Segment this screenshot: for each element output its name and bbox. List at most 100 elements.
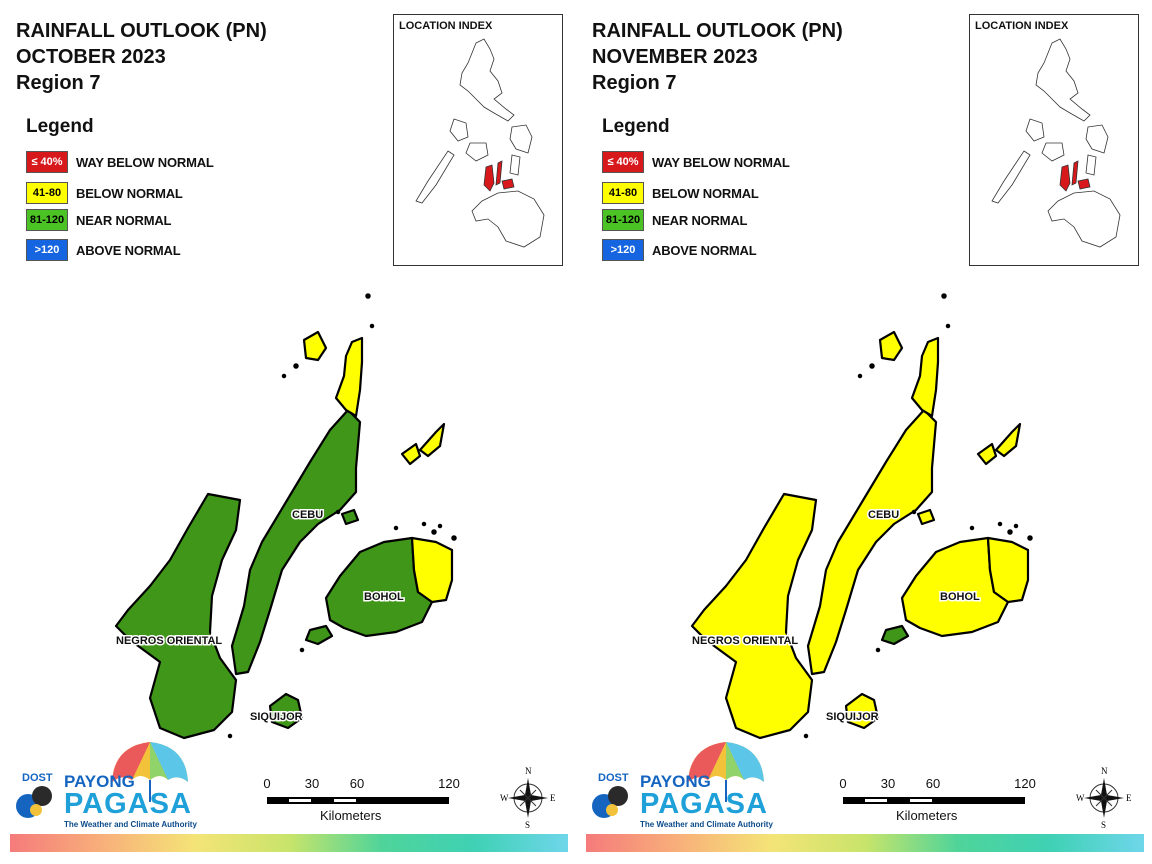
legend-label: NEAR NORMAL: [652, 212, 748, 228]
pagasa-label: PAGASA: [640, 788, 768, 820]
location-index-label: LOCATION INDEX: [975, 20, 1069, 32]
bohol-southwest-tip: [880, 624, 910, 646]
legend-swatch: >120: [602, 239, 644, 261]
legend-label: ABOVE NORMAL: [652, 242, 757, 258]
inset-palawan: [991, 150, 1031, 204]
legend-label: WAY BELOW NORMAL: [652, 154, 790, 170]
legend-swatch: >120: [26, 239, 68, 261]
bohol-east: [986, 536, 1030, 604]
pagasa-logo: DOST PAYONG PAGASA The Weather and Clima…: [14, 738, 214, 834]
inset-leyte: [509, 154, 521, 176]
compass-rose-icon: N S W E: [1076, 766, 1132, 830]
label-cebu: CEBU: [292, 509, 323, 521]
outlook-panel-november: RAINFALL OUTLOOK (PN) NOVEMBER 2023 Regi…: [576, 0, 1152, 864]
olango-islets: [340, 508, 360, 526]
inset-mindanao: [1047, 190, 1121, 248]
compass-e: E: [1126, 793, 1132, 803]
region7-map: NEGROS ORIENTAL CEBU BOHOL SIQUIJOR: [690, 293, 1033, 740]
label-siquijor: SIQUIJOR: [826, 711, 879, 723]
scale-tick-60: 60: [349, 776, 365, 791]
location-index-inset: LOCATION INDEX: [969, 14, 1139, 266]
compass-e: E: [550, 793, 556, 803]
negros-oriental-province: [690, 492, 818, 740]
scale-units: Kilometers: [896, 808, 958, 823]
cebu-north-tip: [334, 336, 364, 418]
compass-s: S: [525, 820, 530, 830]
bohol-province: [324, 536, 434, 638]
compass-s: S: [1101, 820, 1106, 830]
tagline: The Weather and Climate Authority: [640, 820, 773, 829]
legend-swatch: 41-80: [26, 182, 68, 204]
legend-label: ABOVE NORMAL: [76, 242, 181, 258]
payong-label: PAYONG: [640, 772, 711, 791]
legend-label: WAY BELOW NORMAL: [76, 154, 214, 170]
scale-bar: 0 30 60 120 Kilometers: [262, 776, 462, 826]
cebu-province: [806, 408, 938, 676]
scale-tick-0: 0: [263, 776, 271, 791]
philippines-inset-map: [415, 38, 545, 248]
scale-tick-120: 120: [1014, 776, 1036, 791]
region7-map: NEGROS ORIENTAL CEBU BOHOL SIQUIJOR: [115, 293, 457, 740]
pagasa-label: PAGASA: [64, 788, 192, 820]
footer-gradient-strip: [586, 834, 1144, 852]
compass-n: N: [1101, 766, 1108, 776]
small-islets: [803, 293, 1033, 739]
legend-label: BELOW NORMAL: [76, 185, 183, 201]
scale-bar-graphic: [267, 797, 449, 804]
label-negros-oriental: NEGROS ORIENTAL: [692, 635, 798, 647]
inset-leyte: [1085, 154, 1097, 176]
scale-bar-graphic: [843, 797, 1025, 804]
bohol-province: [900, 536, 1010, 638]
inset-mindoro: [1025, 118, 1045, 142]
compass-rose-icon: N S W E: [500, 766, 556, 830]
olango-islets: [916, 508, 936, 526]
inset-samar: [509, 124, 533, 154]
legend-label: BELOW NORMAL: [652, 185, 759, 201]
label-negros-oriental: NEGROS ORIENTAL: [116, 635, 222, 647]
legend-item-near-normal: 81-120 NEAR NORMAL: [26, 208, 171, 232]
legend-swatch: ≤ 40%: [26, 151, 68, 173]
legend-item-below-normal: 41-80 BELOW NORMAL: [26, 181, 183, 205]
bantayan-island: [878, 330, 904, 362]
philippines-inset-map: [991, 38, 1121, 248]
inset-palawan: [415, 150, 455, 204]
compass-w: W: [500, 793, 509, 803]
inset-region7-negros: [483, 164, 495, 192]
bohol-east: [410, 536, 454, 604]
inset-mindoro: [449, 118, 469, 142]
legend-swatch: 81-120: [26, 209, 68, 231]
title-month: NOVEMBER 2023: [592, 46, 758, 68]
inset-panay: [1041, 142, 1065, 162]
title-region: Region 7: [592, 72, 677, 94]
label-cebu: CEBU: [868, 509, 899, 521]
title-month: OCTOBER 2023: [16, 46, 166, 68]
tagline: The Weather and Climate Authority: [64, 820, 197, 829]
inset-region7-negros: [1059, 164, 1071, 192]
scale-tick-0: 0: [839, 776, 847, 791]
map-title: RAINFALL OUTLOOK (PN) NOVEMBER 2023 Regi…: [592, 18, 843, 96]
cebu-north-tip: [910, 336, 940, 418]
legend-swatch: ≤ 40%: [602, 151, 644, 173]
legend-item-above-normal: >120 ABOVE NORMAL: [602, 238, 757, 262]
legend-item-above-normal: >120 ABOVE NORMAL: [26, 238, 181, 262]
map-title: RAINFALL OUTLOOK (PN) OCTOBER 2023 Regio…: [16, 18, 267, 96]
camotes-islands: [976, 422, 1022, 466]
inset-mindanao: [471, 190, 545, 248]
bohol-southwest-tip: [304, 624, 334, 646]
siquijor-province: [268, 692, 304, 730]
scale-tick-30: 30: [880, 776, 896, 791]
inset-luzon: [1035, 38, 1091, 122]
legend-item-near-normal: 81-120 NEAR NORMAL: [602, 208, 747, 232]
payong-label: PAYONG: [64, 772, 135, 791]
compass-w: W: [1076, 793, 1085, 803]
title-line-1: RAINFALL OUTLOOK (PN): [16, 20, 267, 42]
legend-title: Legend: [26, 116, 94, 137]
title-line-1: RAINFALL OUTLOOK (PN): [592, 20, 843, 42]
pagasa-logo: DOST PAYONG PAGASA The Weather and Clima…: [590, 738, 790, 834]
cebu-province: [230, 408, 362, 676]
legend-item-way-below-normal: ≤ 40% WAY BELOW NORMAL: [26, 150, 214, 174]
label-bohol: BOHOL: [940, 591, 980, 603]
title-region: Region 7: [16, 72, 101, 94]
inset-samar: [1085, 124, 1109, 154]
scale-tick-120: 120: [438, 776, 460, 791]
